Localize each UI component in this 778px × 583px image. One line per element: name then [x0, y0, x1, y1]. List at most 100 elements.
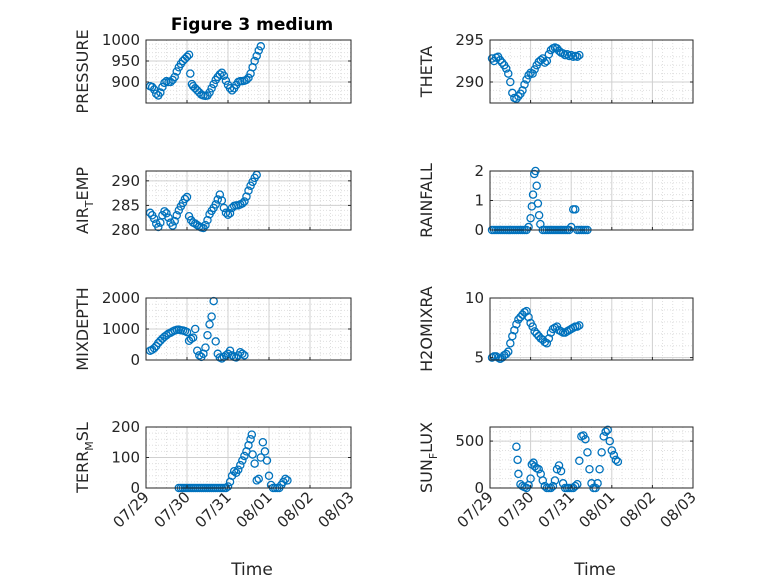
data-point	[223, 482, 233, 491]
data-point	[522, 75, 531, 84]
data-point	[542, 339, 552, 348]
panel-7: 010020007/2907/3007/3108/0108/0208/03TER…	[73, 418, 358, 531]
x-tick-label: 08/03	[315, 488, 358, 531]
y-tick-label: 0	[474, 221, 484, 239]
y-tick-label: 285	[111, 196, 140, 214]
data-point	[229, 466, 239, 476]
data-point	[607, 446, 617, 455]
y-tick-label: 290	[111, 172, 140, 190]
data-point	[188, 333, 198, 342]
data-point	[182, 192, 192, 202]
data-point	[244, 73, 253, 83]
axes-box	[145, 39, 352, 104]
panel-8: 050007/2907/3007/3108/0108/0208/03SUNFLU…	[417, 422, 700, 531]
data-point	[501, 349, 511, 359]
data-point	[497, 58, 507, 67]
data-point	[533, 199, 543, 208]
y-axis-label: MIXDEPTH	[73, 287, 92, 370]
data-point	[506, 77, 515, 87]
data-point	[240, 451, 249, 461]
data-point	[281, 474, 290, 484]
data-point	[540, 58, 550, 67]
data-point	[556, 466, 566, 476]
data-point	[162, 209, 171, 218]
data-point	[246, 434, 255, 444]
y-tick-label: 5	[474, 349, 484, 367]
data-point	[207, 84, 216, 93]
data-point	[227, 86, 237, 95]
data-point	[164, 213, 173, 222]
data-point	[581, 434, 590, 444]
figure-title: Figure 3 medium	[171, 15, 333, 35]
data-point	[203, 215, 212, 225]
data-point	[532, 181, 541, 190]
data-point	[504, 69, 513, 78]
y-tick-label: 2000	[102, 289, 140, 307]
data-point	[238, 199, 247, 208]
y-axis-label: RAINFALL	[417, 163, 436, 238]
data-point	[244, 186, 253, 195]
y-tick-label: 1000	[102, 31, 140, 49]
y-tick-label: 950	[111, 52, 140, 70]
data-point	[528, 190, 538, 199]
data-point	[597, 448, 606, 457]
data-point	[180, 194, 190, 204]
data-point	[219, 71, 229, 80]
data-point	[524, 312, 533, 322]
data-point	[524, 71, 533, 80]
data-point	[242, 75, 251, 85]
data-point	[184, 50, 194, 59]
data-point	[487, 54, 497, 63]
data-point	[256, 42, 266, 51]
data-point	[205, 88, 214, 97]
y-tick-label: 290	[455, 73, 484, 91]
data-point	[264, 471, 274, 481]
panel-1: 900 950 1000 PRESSURE	[73, 29, 352, 114]
data-point	[524, 222, 533, 232]
data-point	[538, 476, 548, 485]
data-point	[501, 64, 511, 73]
data-point	[508, 331, 517, 341]
data-point	[170, 72, 179, 82]
data-point	[512, 442, 521, 451]
data-point	[611, 455, 621, 465]
data-point	[182, 52, 192, 62]
data-point	[190, 324, 200, 334]
data-point	[149, 214, 159, 223]
data-point	[583, 448, 592, 457]
data-point	[221, 208, 231, 218]
data-point	[236, 460, 245, 470]
data-point	[248, 450, 257, 459]
data-point	[205, 320, 214, 329]
panel-6: 5 10 H2OMIXRA	[417, 286, 694, 372]
data-point	[544, 334, 554, 343]
data-point	[186, 69, 195, 78]
data-point	[201, 343, 210, 352]
y-tick-label: 0	[474, 479, 484, 497]
data-point	[512, 319, 521, 329]
data-point	[227, 351, 237, 360]
data-point	[156, 88, 165, 97]
panel-5: 0 1000 2000 MIXDEPTH	[73, 287, 352, 371]
x-tick-label: 07/31	[535, 488, 578, 531]
x-tick-label: 07/30	[494, 488, 537, 531]
panel-3: 280 285 290 AIRTEMP	[73, 167, 352, 239]
y-tick-label: 0	[130, 351, 140, 369]
data-point	[603, 425, 612, 435]
data-point	[520, 80, 529, 89]
data-point	[599, 432, 608, 441]
data-point	[513, 455, 522, 465]
data-point	[223, 210, 233, 220]
data-point	[240, 351, 249, 360]
data-point	[595, 464, 604, 474]
data-point	[242, 192, 251, 201]
y-tick-label: 500	[455, 432, 484, 450]
data-point	[522, 306, 531, 316]
data-point	[168, 221, 177, 230]
data-point	[203, 330, 212, 340]
data-point	[252, 476, 261, 485]
axes-box	[489, 39, 694, 104]
data-point	[571, 205, 580, 214]
data-point	[554, 461, 564, 470]
x-tick-label: 08/02	[616, 488, 659, 531]
